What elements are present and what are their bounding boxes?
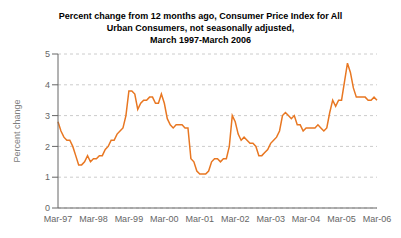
svg-text:Mar-97: Mar-97 [44,214,73,224]
svg-text:3: 3 [45,111,50,121]
html-text:Percent change from 12 months: Percent change from 12 months ago, Consu… [58,11,343,21]
html-text:Urban Consumers, not seasonall: Urban Consumers, not seasonally adjusted… [106,23,295,33]
svg-text:Mar-05: Mar-05 [327,214,356,224]
svg-text:2: 2 [45,142,50,152]
svg-text:5: 5 [45,49,50,59]
svg-text:0: 0 [45,203,50,213]
svg-text:Mar-01: Mar-01 [186,214,215,224]
svg-text:Mar-06: Mar-06 [363,214,392,224]
svg-text:Percent change: Percent change [12,99,22,162]
svg-text:Mar-02: Mar-02 [221,214,250,224]
html-text:March 1997-March 2006: March 1997-March 2006 [150,35,251,45]
svg-text:Mar-03: Mar-03 [256,214,285,224]
svg-text:4: 4 [45,80,50,90]
svg-text:Mar-98: Mar-98 [79,214,108,224]
svg-text:1: 1 [45,172,50,182]
svg-text:Mar-00: Mar-00 [150,214,179,224]
svg-text:Mar-04: Mar-04 [292,214,321,224]
svg-text:Mar-99: Mar-99 [115,214,144,224]
